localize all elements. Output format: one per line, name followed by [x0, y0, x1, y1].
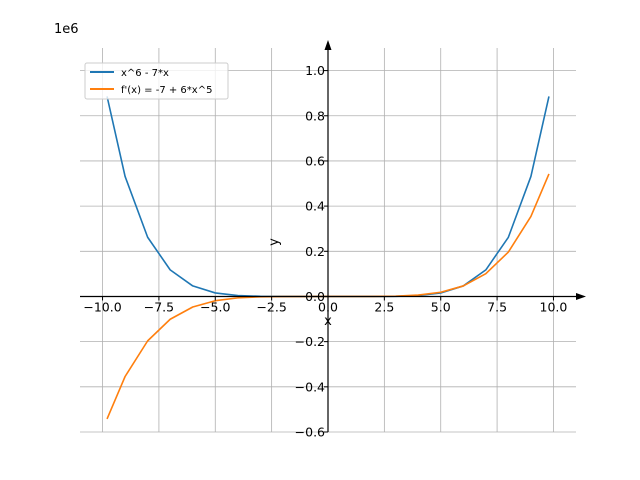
x-axis-label: x	[324, 314, 332, 329]
legend-label-1: x^6 - 7*x	[121, 68, 169, 79]
x-tick-label: 0.0	[318, 299, 338, 314]
y-offset-text: 1e6	[54, 22, 79, 37]
x-tick-label: 2.5	[374, 299, 394, 314]
x-tick-label: −5.0	[200, 299, 230, 314]
legend: x^6 - 7*x f'(x) = -7 + 6*x^5	[84, 62, 229, 100]
x-tick-label: 10.0	[540, 299, 568, 314]
x-axis-arrow	[576, 292, 586, 300]
legend-label-2: f'(x) = -7 + 6*x^5	[121, 85, 212, 96]
y-tick-label: 0.2	[305, 244, 325, 259]
ticks: −10.0 −7.5 −5.0 −2.5 0.0 2.5 5.0 7.5 10.0 −0.6 −0.…	[83, 63, 567, 439]
y-tick-label: 1.0	[305, 63, 325, 78]
x-tick-label: 5.0	[431, 299, 451, 314]
y-axis-label: y	[267, 238, 282, 246]
legend-frame	[84, 62, 229, 100]
y-tick-label: 0.0	[305, 289, 325, 304]
y-tick-label: −0.4	[295, 379, 325, 394]
y-tick-label: −0.2	[295, 334, 325, 349]
x-tick-label: 7.5	[487, 299, 507, 314]
y-tick-label: 0.8	[305, 108, 325, 123]
x-tick-label: −2.5	[256, 299, 286, 314]
y-tick-label: −0.6	[295, 425, 325, 440]
x-tick-label: −7.5	[144, 299, 174, 314]
y-tick-label: 0.4	[305, 199, 325, 214]
x-tick-label: −10.0	[83, 299, 121, 314]
y-tick-label: 0.6	[305, 153, 325, 168]
y-axis-arrow	[324, 40, 332, 50]
